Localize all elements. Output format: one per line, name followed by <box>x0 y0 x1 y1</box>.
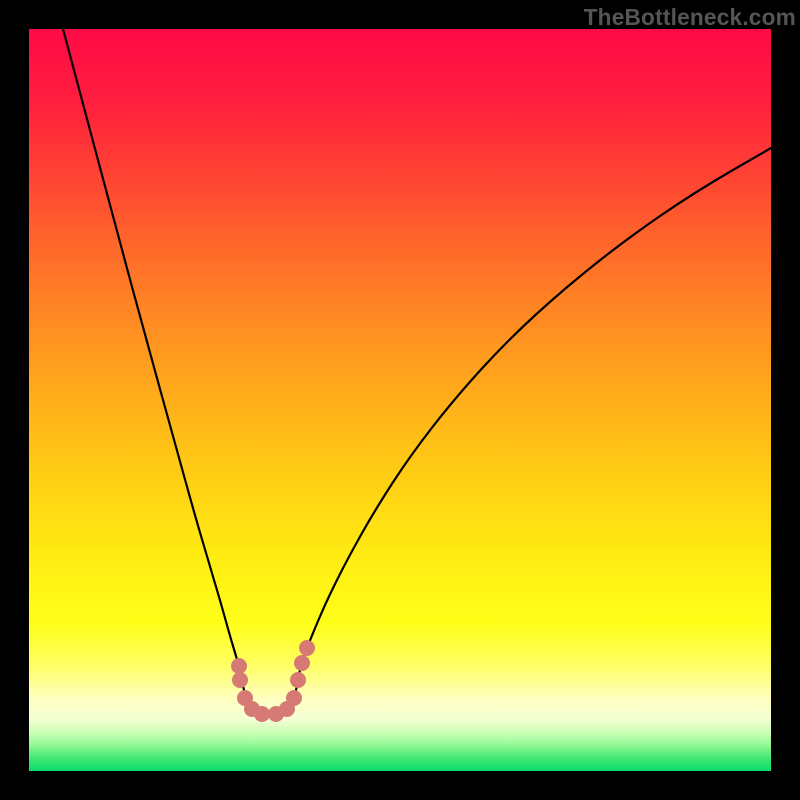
curve-marker <box>232 672 248 688</box>
curve-marker <box>294 655 310 671</box>
curve-marker <box>286 690 302 706</box>
curve-marker <box>231 658 247 674</box>
bottleneck-chart <box>0 0 800 800</box>
gradient-background <box>29 29 771 771</box>
chart-frame: TheBottleneck.com <box>0 0 800 800</box>
curve-marker <box>254 706 270 722</box>
curve-marker <box>290 672 306 688</box>
curve-marker <box>299 640 315 656</box>
watermark-text: TheBottleneck.com <box>584 4 796 31</box>
